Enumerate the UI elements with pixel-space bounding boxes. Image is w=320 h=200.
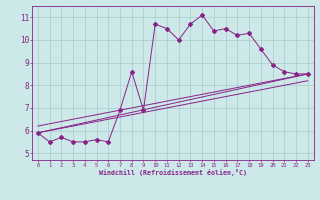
X-axis label: Windchill (Refroidissement éolien,°C): Windchill (Refroidissement éolien,°C): [99, 169, 247, 176]
